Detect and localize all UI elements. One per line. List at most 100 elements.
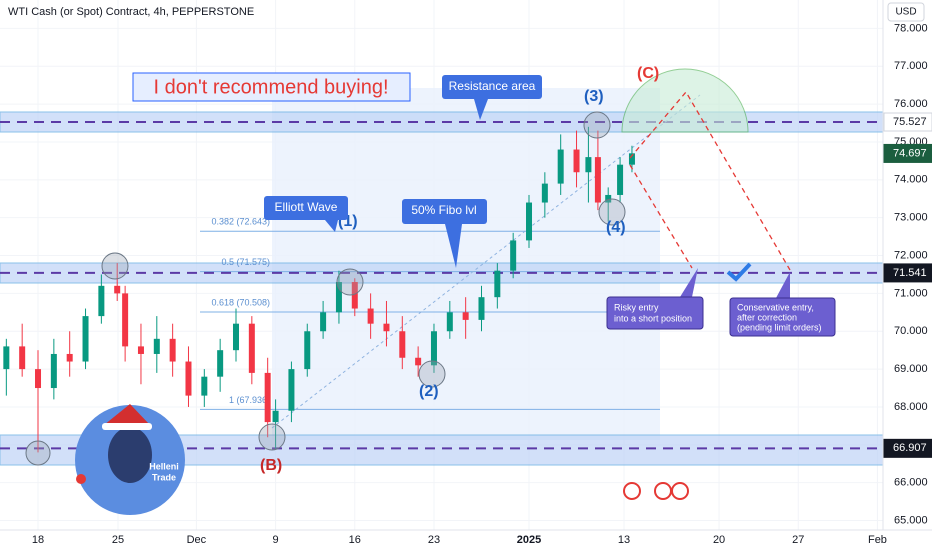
candle-body (19, 346, 26, 370)
wave-marker (418, 360, 446, 388)
chart-title: WTI Cash (or Spot) Contract, 4h, PEPPERS… (8, 6, 254, 18)
y-tick-label: 77.000 (894, 60, 928, 72)
headline-box (132, 72, 411, 102)
avatar-ornament (76, 474, 86, 484)
wave-label: (3) (584, 88, 604, 105)
avatar-hat-band (102, 423, 152, 430)
headline: I don't recommend buying! (153, 76, 388, 98)
candle-body (169, 338, 176, 362)
callout: Resistance area (442, 75, 542, 120)
avatar-text: Trade (152, 472, 176, 482)
y-tick-label: 68.000 (894, 401, 928, 413)
fib-label: 0.382 (72.643) (211, 217, 270, 227)
axes: 65.00066.00067.00068.00069.00070.00071.0… (32, 22, 932, 546)
candle-body (201, 376, 208, 396)
candle-body (185, 361, 192, 396)
y-tick-label: 71.000 (894, 287, 928, 299)
callout-box (402, 199, 487, 224)
candle-body (122, 293, 129, 347)
candle-body (399, 331, 406, 358)
candle-body (462, 312, 469, 320)
y-tick-label: 66.000 (894, 477, 928, 489)
price-label-box (883, 112, 932, 132)
y-tick-label: 69.000 (894, 363, 928, 375)
wave-label: (C) (637, 65, 659, 82)
callout-box (606, 296, 704, 330)
y-tick-label: 74.000 (894, 174, 928, 186)
candle-body (264, 372, 271, 423)
candle-body (594, 157, 601, 203)
candle-body (617, 164, 624, 195)
y-tick-label: 78.000 (894, 22, 928, 34)
avatar-text: Helleni (149, 461, 179, 471)
callout-text: Elliott Wave (275, 200, 338, 214)
x-tick-label: Dec (187, 534, 207, 546)
price-label-box (883, 263, 932, 283)
candle-body (66, 353, 73, 362)
check-mark (726, 262, 752, 282)
projection-conservative (629, 90, 791, 271)
x-tick-label: 18 (32, 534, 44, 546)
candle-body (526, 202, 533, 241)
callout-pointer (325, 220, 338, 232)
candle-body (494, 270, 501, 298)
x-tick-label: 23 (428, 534, 440, 546)
x-tick-label: 16 (349, 534, 361, 546)
candle-body (82, 316, 89, 362)
candle-body (383, 323, 390, 332)
x-tick-label: Feb (868, 534, 887, 546)
x-tick-label: 2025 (517, 534, 541, 546)
currency-box (887, 2, 925, 22)
wave-label: (B) (260, 457, 282, 474)
price-label: 71.541 (893, 267, 927, 279)
candle-body (367, 308, 374, 324)
y-tick-label: 76.000 (894, 98, 928, 110)
candle-body (415, 357, 422, 366)
candle-body (573, 149, 580, 173)
y-tick-label: 65.000 (894, 514, 928, 526)
avatar: Helleni Trade (75, 404, 185, 515)
candle-body (557, 149, 564, 184)
wave-marker (258, 423, 286, 451)
candle-body (541, 183, 548, 203)
candle-body (304, 331, 311, 370)
event-icons (623, 482, 689, 500)
candle-body (137, 346, 144, 354)
callout-box (729, 297, 836, 337)
callout: 50% Fibo lvl (402, 199, 487, 268)
avatar-hat (104, 404, 150, 425)
wave-label: (4) (606, 219, 626, 236)
candle-body (320, 312, 327, 332)
callout: Risky entry into a short position (606, 268, 704, 330)
candle-body (153, 338, 160, 354)
wave-marker (598, 198, 626, 226)
callout-text: 50% Fibo lvl (411, 203, 476, 217)
candle-body (232, 323, 239, 351)
candle-body (35, 369, 42, 389)
y-tick-label: 72.000 (894, 249, 928, 261)
candle-body (628, 153, 635, 165)
callout-text: Conservative entry, (737, 302, 814, 312)
price-label: 75.527 (893, 116, 927, 128)
candle-body (272, 410, 279, 423)
x-tick-label: 13 (618, 534, 630, 546)
candles (3, 126, 635, 453)
currency: USD (895, 7, 916, 18)
event-icon (623, 482, 641, 500)
callout-box (442, 75, 542, 99)
fib-label: 0.5 (71.575) (221, 257, 270, 267)
x-tick-label: 20 (713, 534, 725, 546)
avatar-face (108, 427, 152, 483)
candle-body (114, 285, 121, 294)
callout-text: Risky entry (614, 302, 659, 312)
callout-pointer (474, 99, 488, 120)
callout-text: after correction (737, 312, 797, 322)
fib-levels: 0.382 (72.643) 0.5 (71.575) 0.618 (70.508)… (200, 217, 660, 410)
price-label-box (883, 438, 932, 458)
price-label-box (883, 143, 932, 163)
candle-body (446, 312, 453, 332)
x-tick-label: 27 (792, 534, 804, 546)
callout-box (264, 196, 348, 220)
callout-text: Resistance area (449, 79, 536, 93)
